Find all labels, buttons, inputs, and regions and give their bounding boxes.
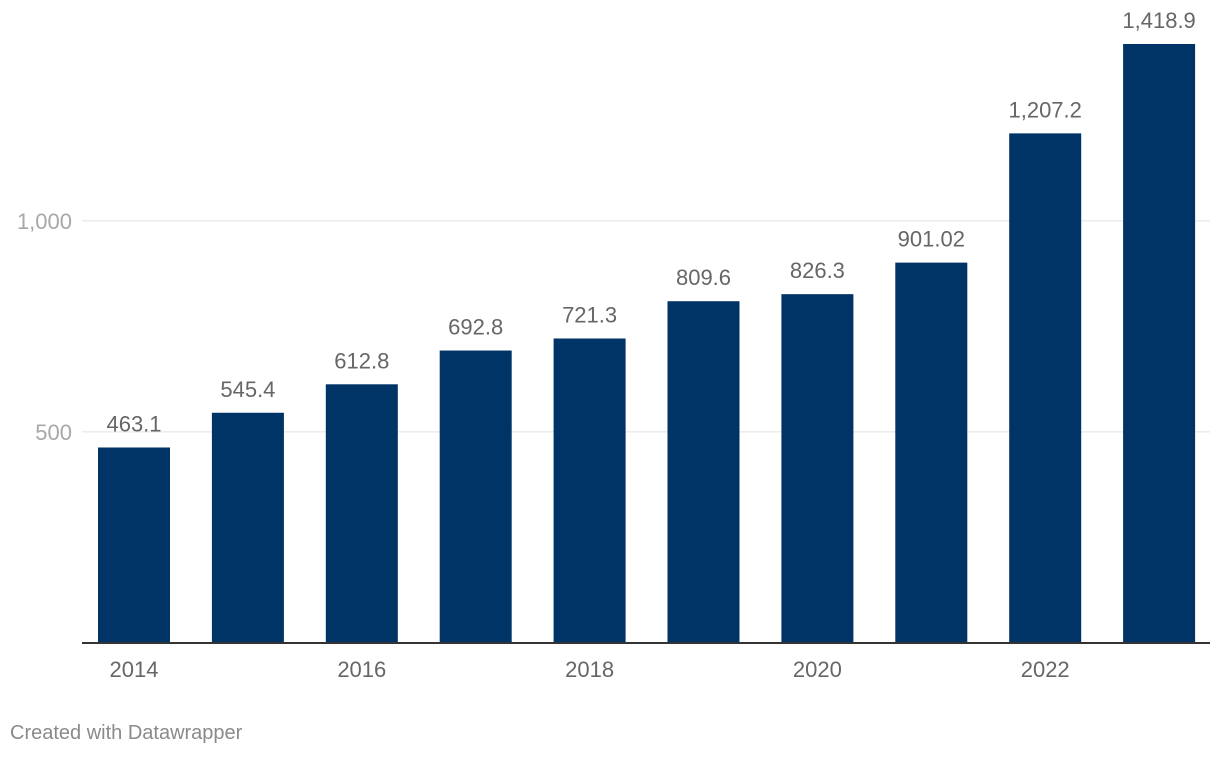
data-label: 692.8 (448, 315, 503, 340)
data-label: 1,207.2 (1008, 97, 1081, 122)
x-tick-label: 2020 (793, 657, 842, 682)
data-label: 545.4 (220, 377, 275, 402)
bar-2021 (895, 262, 968, 643)
x-tick-label: 2016 (337, 657, 386, 682)
data-label: 1,418.9 (1122, 8, 1195, 33)
bar-2017 (439, 350, 512, 643)
data-label: 826.3 (790, 258, 845, 283)
x-tick-label: 2018 (565, 657, 614, 682)
y-tick-label: 500 (35, 420, 72, 445)
y-tick-label: 1,000 (17, 209, 72, 234)
data-label: 463.1 (106, 411, 161, 436)
bar-2014 (98, 447, 170, 643)
bar-2023 (1123, 44, 1196, 643)
bar-2022 (1009, 133, 1082, 643)
data-label: 721.3 (562, 302, 617, 327)
bar-2015 (211, 412, 284, 643)
data-label: 809.6 (676, 265, 731, 290)
x-tick-label: 2014 (110, 657, 159, 682)
bar-2018 (553, 338, 626, 643)
data-label: 901.02 (898, 227, 965, 252)
bar-chart: 500 1,000 463.1 2014 545.4 612.8 2016 692.8 721.… (17, 8, 1210, 682)
bar-2019 (667, 301, 740, 643)
bar-2020 (781, 294, 854, 643)
credit-text[interactable]: Created with Datawrapper (10, 722, 243, 744)
bar-2016 (325, 384, 398, 643)
x-tick-label: 2022 (1021, 657, 1070, 682)
data-label: 612.8 (334, 348, 389, 373)
